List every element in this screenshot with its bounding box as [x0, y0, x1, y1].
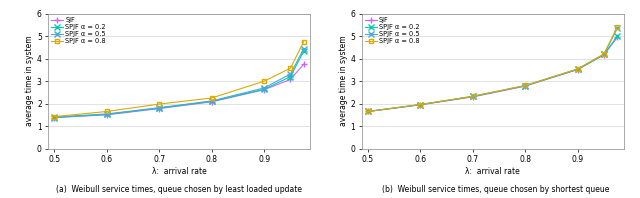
- SJF: [600, 53, 608, 56]
- SPJF α = 0.8: [103, 110, 111, 113]
- SPJF α = 0.5: [300, 48, 307, 50]
- SJF: [156, 107, 163, 110]
- SPJF α = 0.2: [469, 95, 477, 98]
- SPJF α = 0.5: [51, 116, 58, 118]
- Line: SJF: SJF: [51, 61, 307, 121]
- SPJF α = 0.2: [51, 116, 58, 119]
- SPJF α = 0.8: [574, 68, 582, 70]
- SPJF α = 0.2: [208, 100, 216, 103]
- SPJF α = 0.8: [417, 103, 424, 106]
- SPJF α = 0.2: [522, 85, 529, 87]
- SPJF α = 0.8: [364, 110, 372, 113]
- SPJF α = 0.2: [417, 104, 424, 106]
- SPJF α = 0.8: [51, 115, 58, 118]
- SPJF α = 0.5: [613, 27, 621, 30]
- Line: SPJF α = 0.5: SPJF α = 0.5: [365, 26, 620, 114]
- Text: (a)  Weibull service times, queue chosen by least loaded update: (a) Weibull service times, queue chosen …: [56, 185, 302, 194]
- SJF: [613, 36, 621, 39]
- SJF: [469, 96, 477, 98]
- Line: SPJF α = 0.5: SPJF α = 0.5: [51, 46, 307, 120]
- SJF: [417, 104, 424, 106]
- SJF: [574, 68, 582, 71]
- SPJF α = 0.2: [287, 75, 294, 78]
- SPJF α = 0.5: [103, 113, 111, 115]
- Y-axis label: average time in system: average time in system: [339, 36, 348, 127]
- SJF: [364, 110, 372, 113]
- SJF: [260, 89, 268, 91]
- SJF: [51, 116, 58, 119]
- SJF: [522, 85, 529, 87]
- Line: SPJF α = 0.2: SPJF α = 0.2: [51, 49, 307, 120]
- SPJF α = 0.2: [574, 68, 582, 70]
- SPJF α = 0.5: [364, 110, 372, 113]
- Legend: SJF, SPJF α = 0.2, SPJF α = 0.5, SPJF α = 0.8: SJF, SPJF α = 0.2, SPJF α = 0.5, SPJF α …: [50, 16, 108, 46]
- SPJF α = 0.2: [103, 113, 111, 116]
- Line: SPJF α = 0.8: SPJF α = 0.8: [52, 39, 306, 119]
- SJF: [208, 101, 216, 103]
- SPJF α = 0.5: [287, 73, 294, 75]
- SPJF α = 0.8: [522, 84, 529, 87]
- SPJF α = 0.8: [287, 67, 294, 69]
- Y-axis label: average time in system: average time in system: [25, 36, 34, 127]
- SPJF α = 0.2: [156, 107, 163, 109]
- SJF: [287, 78, 294, 81]
- SPJF α = 0.8: [260, 80, 268, 82]
- SPJF α = 0.2: [260, 88, 268, 90]
- SPJF α = 0.8: [613, 26, 621, 28]
- SPJF α = 0.2: [300, 50, 307, 52]
- SPJF α = 0.8: [469, 95, 477, 97]
- SPJF α = 0.5: [469, 95, 477, 98]
- SPJF α = 0.5: [417, 103, 424, 106]
- SPJF α = 0.5: [522, 85, 529, 87]
- Line: SPJF α = 0.8: SPJF α = 0.8: [365, 24, 620, 114]
- SJF: [103, 114, 111, 116]
- Line: SJF: SJF: [364, 34, 621, 115]
- SPJF α = 0.2: [613, 35, 621, 37]
- SPJF α = 0.5: [600, 53, 608, 55]
- SPJF α = 0.2: [600, 53, 608, 56]
- SPJF α = 0.8: [600, 53, 608, 55]
- Line: SPJF α = 0.2: SPJF α = 0.2: [365, 33, 620, 114]
- SPJF α = 0.8: [208, 97, 216, 99]
- SPJF α = 0.8: [300, 41, 307, 43]
- SPJF α = 0.5: [208, 100, 216, 102]
- SPJF α = 0.5: [260, 87, 268, 89]
- Legend: SJF, SPJF α = 0.2, SPJF α = 0.5, SPJF α = 0.8: SJF, SPJF α = 0.2, SPJF α = 0.5, SPJF α …: [364, 16, 421, 46]
- X-axis label: λ:  arrival rate: λ: arrival rate: [152, 167, 207, 176]
- Text: (b)  Weibull service times, queue chosen by shortest queue: (b) Weibull service times, queue chosen …: [382, 185, 610, 194]
- SPJF α = 0.5: [574, 68, 582, 70]
- SJF: [300, 63, 307, 66]
- SPJF α = 0.2: [364, 110, 372, 113]
- X-axis label: λ:  arrival rate: λ: arrival rate: [465, 167, 520, 176]
- SPJF α = 0.8: [156, 103, 163, 105]
- SPJF α = 0.5: [156, 107, 163, 109]
